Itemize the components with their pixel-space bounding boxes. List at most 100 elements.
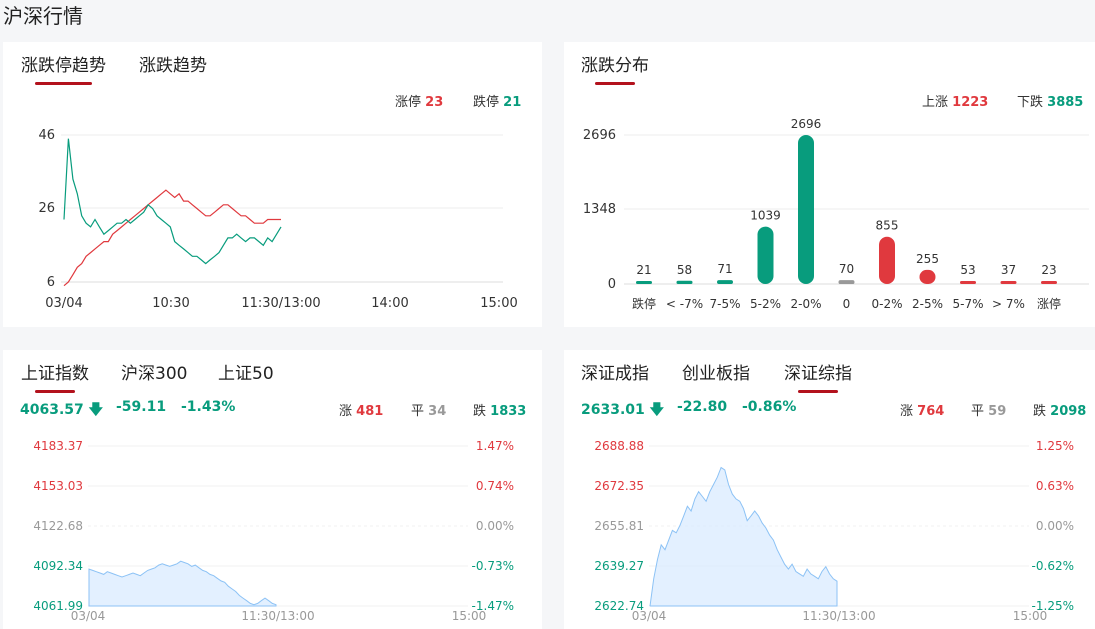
sz-area bbox=[649, 466, 838, 607]
sh-flat-count: 平 34 bbox=[411, 404, 447, 419]
right-tick: -0.73% bbox=[472, 559, 514, 573]
left-tick: 2688.88 bbox=[594, 439, 644, 453]
sh-price: 4063.57 🡇 bbox=[20, 402, 104, 418]
tab-sz-composite[interactable]: 深证综指 bbox=[784, 359, 852, 393]
sh-down-count: 跌 1833 bbox=[473, 404, 527, 419]
dist-bar bbox=[636, 281, 652, 284]
tab-sz-component-label: 深证成指 bbox=[581, 364, 649, 384]
dist-value-label: 2696 bbox=[791, 117, 822, 131]
dist-value-label: 53 bbox=[960, 263, 975, 277]
sh-change: -59.11 bbox=[116, 399, 167, 415]
y-tick: 0 bbox=[608, 277, 616, 292]
updown-distribution-panel: 涨跌分布 上涨 1223 下跌 3885 2696 1348 0 21 跌停 58 <… bbox=[564, 42, 1095, 327]
left-tick: 2622.74 bbox=[594, 599, 644, 613]
tab-hs300-label: 沪深300 bbox=[121, 364, 188, 384]
left-tick: 4183.37 bbox=[33, 439, 83, 453]
dist-value-label: 70 bbox=[839, 262, 854, 276]
dist-category-label: 5-7% bbox=[952, 297, 983, 311]
tab-chinext[interactable]: 创业板指 bbox=[682, 359, 750, 384]
dist-value-label: 1039 bbox=[750, 209, 781, 223]
sh-up-count: 涨 481 bbox=[339, 404, 384, 419]
tab-sz50[interactable]: 上证50 bbox=[218, 359, 274, 384]
active-tab-underline bbox=[798, 390, 838, 393]
dist-category-label: 2-5% bbox=[912, 297, 943, 311]
x-tick: 15:00 bbox=[1013, 609, 1048, 623]
dist-bar bbox=[757, 226, 774, 284]
limit-down-count: 跌停 21 bbox=[473, 95, 522, 110]
dist-bar bbox=[717, 280, 733, 284]
tab-updown-trend[interactable]: 涨跌趋势 bbox=[139, 51, 207, 76]
dist-value-label: 255 bbox=[916, 252, 939, 266]
dist-bar bbox=[838, 280, 855, 284]
right-tick: 1.47% bbox=[476, 439, 514, 453]
tab-limit-trend[interactable]: 涨跌停趋势 bbox=[21, 51, 106, 85]
x-tick: 14:00 bbox=[371, 296, 408, 311]
dist-value-label: 855 bbox=[876, 219, 899, 233]
right-tick: 0.00% bbox=[1036, 519, 1074, 533]
down-arrow-icon: 🡇 bbox=[88, 402, 104, 418]
tab-sh-index[interactable]: 上证指数 bbox=[21, 359, 89, 393]
dist-value-label: 71 bbox=[717, 262, 732, 276]
right-tick: -1.47% bbox=[472, 599, 514, 613]
dist-bar bbox=[676, 280, 693, 284]
limit-trend-panel: 涨跌停趋势 涨跌趋势 涨停 23 跌停 21 46 26 6 03/04 10:… bbox=[3, 42, 542, 327]
dist-bar bbox=[798, 135, 814, 284]
sh-area bbox=[88, 560, 277, 607]
tab-sz50-label: 上证50 bbox=[218, 364, 274, 384]
sz-up-count: 涨 764 bbox=[900, 404, 945, 419]
sz-down-count: 跌 2098 bbox=[1033, 404, 1087, 419]
down-arrow-icon: 🡇 bbox=[649, 402, 665, 418]
right-tick: -0.62% bbox=[1032, 559, 1074, 573]
y-tick: 1348 bbox=[583, 202, 616, 217]
dist-category-label: 7-5% bbox=[709, 297, 740, 311]
left-tick: 2672.35 bbox=[594, 479, 644, 493]
dist-bar bbox=[1000, 281, 1017, 284]
dist-bar bbox=[919, 269, 936, 284]
tab-hs300[interactable]: 沪深300 bbox=[121, 359, 187, 384]
tab-sz-component[interactable]: 深证成指 bbox=[581, 359, 649, 384]
sz-flat-count: 平 59 bbox=[971, 404, 1007, 419]
right-tick: -1.25% bbox=[1032, 599, 1074, 613]
x-tick: 11:30/13:00 bbox=[241, 296, 320, 311]
x-tick: 03/04 bbox=[45, 296, 82, 311]
active-tab-underline bbox=[595, 82, 635, 85]
sh-index-panel: 上证指数 沪深300 上证50 4063.57 🡇 -59.11 -1.43% … bbox=[3, 350, 542, 629]
x-tick: 03/04 bbox=[632, 609, 667, 623]
dist-category-label: 跌停 bbox=[632, 296, 656, 311]
limit-up-line bbox=[63, 189, 281, 287]
right-tick: 0.00% bbox=[476, 519, 514, 533]
dist-bar bbox=[960, 281, 976, 284]
sz-price: 2633.01 🡇 bbox=[581, 402, 665, 418]
dist-value-label: 23 bbox=[1041, 263, 1056, 277]
x-tick: 11:30/13:00 bbox=[241, 609, 314, 623]
dist-category-label: 5-2% bbox=[750, 297, 781, 311]
page-title: 沪深行情 bbox=[3, 4, 83, 28]
limit-trend-chart: 46 26 6 03/04 10:30 11:30/13:00 14:00 15… bbox=[38, 128, 517, 311]
sh-intraday-chart: 4183.37 4153.03 4122.68 4092.34 4061.99 … bbox=[33, 439, 514, 623]
x-tick: 10:30 bbox=[152, 296, 189, 311]
tab-distribution[interactable]: 涨跌分布 bbox=[581, 51, 649, 85]
left-tick: 2655.81 bbox=[594, 519, 644, 533]
dist-category-label: 0 bbox=[843, 297, 851, 311]
y-tick: 46 bbox=[38, 128, 55, 143]
distribution-chart: 2696 1348 0 21 跌停 58 < -7% 71 7-5% 1039 5-2% 269… bbox=[583, 117, 1089, 311]
y-tick: 2696 bbox=[583, 128, 616, 143]
x-tick: 15:00 bbox=[480, 296, 517, 311]
sz-change-pct: -0.86% bbox=[742, 399, 797, 415]
y-tick: 26 bbox=[38, 201, 55, 216]
x-tick: 03/04 bbox=[71, 609, 106, 623]
dist-category-label: 2-0% bbox=[790, 297, 821, 311]
right-tick: 1.25% bbox=[1036, 439, 1074, 453]
sz-change: -22.80 bbox=[677, 399, 728, 415]
dist-value-label: 58 bbox=[677, 263, 692, 277]
tab-updown-trend-label: 涨跌趋势 bbox=[139, 56, 207, 76]
down-count: 下跌 3885 bbox=[1017, 95, 1084, 110]
dist-value-label: 21 bbox=[636, 263, 651, 277]
y-tick: 6 bbox=[47, 275, 55, 290]
active-tab-underline bbox=[35, 390, 75, 393]
left-tick: 2639.27 bbox=[594, 559, 644, 573]
dist-bar bbox=[879, 236, 895, 284]
tab-sz-composite-label: 深证综指 bbox=[784, 364, 852, 384]
left-tick: 4122.68 bbox=[33, 519, 83, 533]
limit-down-line bbox=[63, 138, 282, 265]
